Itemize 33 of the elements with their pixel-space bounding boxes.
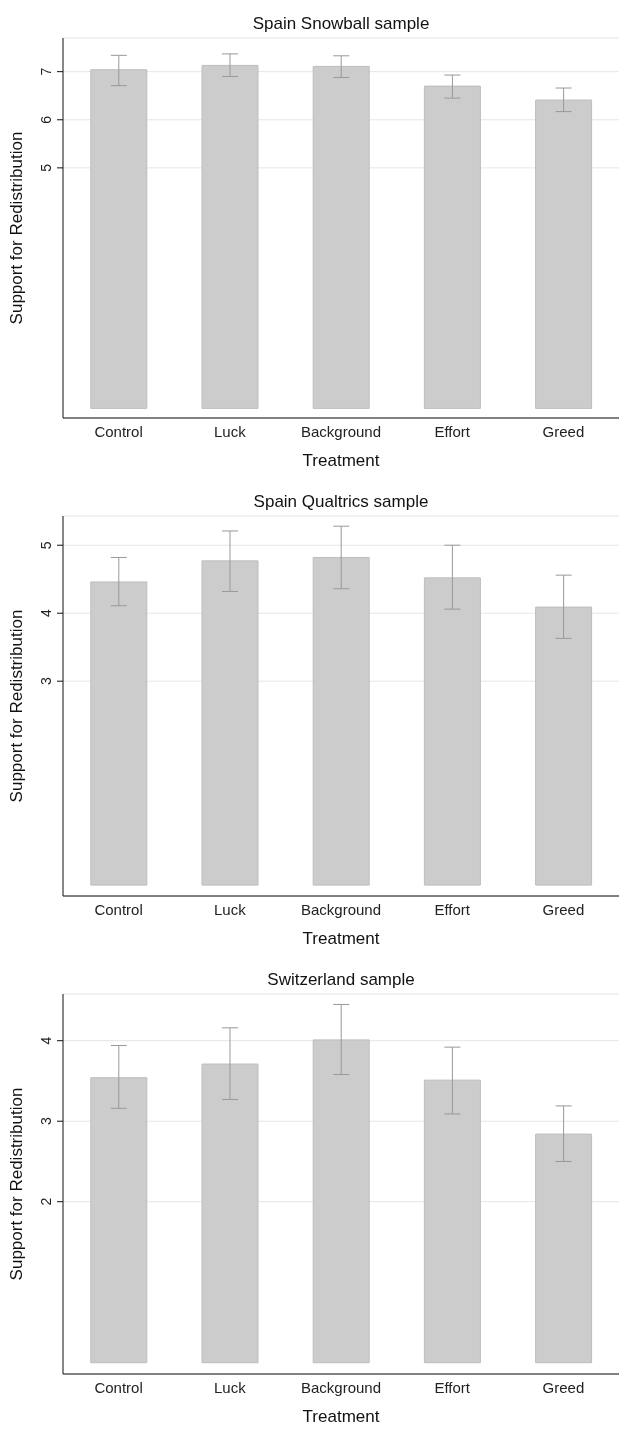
x-tick-label: Background <box>300 1378 382 1396</box>
x-axis-title: Treatment <box>302 1407 380 1426</box>
x-tick-label: Control <box>94 422 143 440</box>
x-axis-title: Treatment <box>302 451 380 470</box>
x-tick-label: Effort <box>434 1378 471 1396</box>
y-tick-label: 3 <box>38 677 54 686</box>
y-axis-title: Support for Redistribution <box>7 131 27 325</box>
x-tick-label: Control <box>94 900 143 918</box>
x-tick-label: Greed <box>542 1378 585 1396</box>
x-tick-label: Luck <box>213 900 247 918</box>
y-axis-title: Support for Redistribution <box>7 609 27 803</box>
y-tick-label: 2 <box>38 1197 54 1206</box>
y-tick-label: 6 <box>38 115 54 124</box>
x-tick-label: Luck <box>213 1378 247 1396</box>
y-tick-label: 7 <box>38 67 54 76</box>
chart-title: Spain Qualtrics sample <box>252 492 430 512</box>
y-tick-label: 5 <box>38 163 54 172</box>
y-tick-label: 5 <box>38 541 54 550</box>
x-tick-label: Background <box>300 422 382 440</box>
x-tick-label: Greed <box>542 422 585 440</box>
y-tick-label: 4 <box>38 609 54 618</box>
x-tick-label: Greed <box>542 900 585 918</box>
x-tick-label: Effort <box>434 422 471 440</box>
x-axis-title: Treatment <box>302 929 380 948</box>
x-tick-label: Control <box>94 1378 143 1396</box>
x-tick-label: Effort <box>434 900 471 918</box>
y-tick-label: 4 <box>38 1036 54 1045</box>
chart-title: Spain Snowball sample <box>251 14 431 34</box>
x-tick-label: Luck <box>213 422 247 440</box>
chart-title: Switzerland sample <box>266 970 416 990</box>
y-axis-title: Support for Redistribution <box>7 1087 27 1281</box>
y-tick-label: 3 <box>38 1117 54 1126</box>
x-tick-label: Background <box>300 900 382 918</box>
